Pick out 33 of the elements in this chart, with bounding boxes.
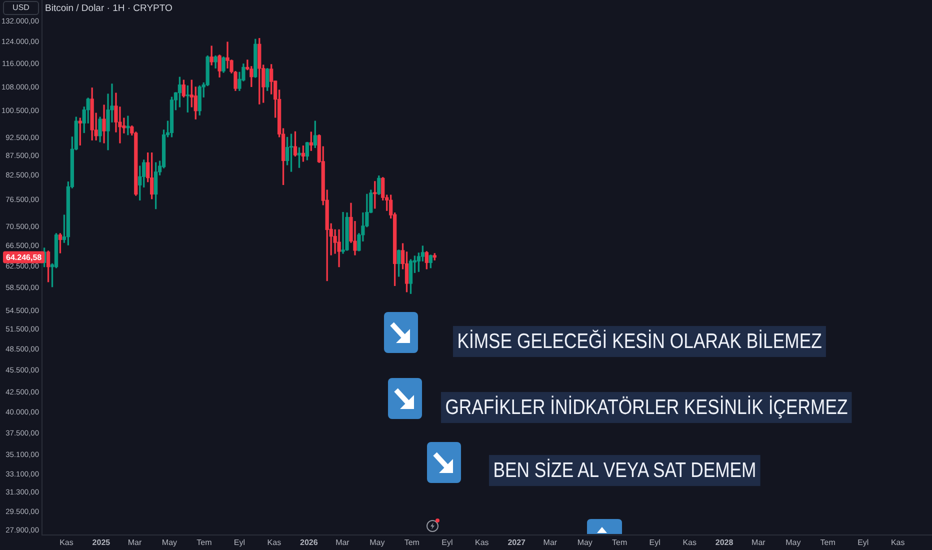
candlestick: [341, 212, 345, 254]
x-tick-label: 2028: [715, 538, 734, 548]
annotation: GRAFİKLER İNİDKATÖRLER KESİNLİK İÇERMEZ: [441, 392, 852, 423]
annotation: 64.246,58: [6, 252, 42, 262]
x-tick-label: Mar: [336, 538, 350, 548]
x-tick-label: Tem: [196, 538, 212, 548]
y-axis-title: USD: [3, 1, 39, 15]
x-tick-label: Eyl: [442, 538, 453, 548]
x-tick-label: Mar: [128, 538, 142, 548]
x-tick-label: Kas: [474, 538, 489, 548]
x-tick-label: Tem: [612, 538, 628, 548]
x-tick-label: Eyl: [234, 538, 246, 548]
x-tick-label: Tem: [820, 538, 836, 548]
candlestick: [126, 116, 130, 136]
x-tick-label: Tem: [404, 538, 420, 548]
x-tick-label: May: [786, 538, 801, 548]
x-tick-label: Eyl: [649, 538, 661, 548]
annotation: BEN SİZE AL VEYA SAT DEMEM: [489, 455, 760, 486]
x-tick-label: Kas: [60, 538, 74, 548]
x-tick-label: Mar: [543, 538, 558, 548]
x-tick-label: May: [577, 538, 592, 548]
x-tick-label: 2027: [508, 538, 526, 548]
x-tick-label: Eyl: [858, 538, 869, 548]
x-tick-label: Kas: [267, 538, 282, 548]
x-tick-label: Mar: [752, 538, 766, 548]
x-tick-label: Kas: [890, 538, 905, 548]
annotation: KİMSE GELECEĞİ KESİN OLARAK BİLEMEZ: [453, 326, 826, 357]
x-tick-label: 2026: [300, 538, 318, 548]
x-tick-label: 2025: [92, 538, 111, 548]
x-tick-label: Kas: [682, 538, 696, 548]
x-tick-label: May: [370, 538, 385, 548]
chart-title: Bitcoin / Dolar · 1H · CRYPTO: [45, 3, 172, 15]
x-tick-label: May: [162, 538, 178, 548]
